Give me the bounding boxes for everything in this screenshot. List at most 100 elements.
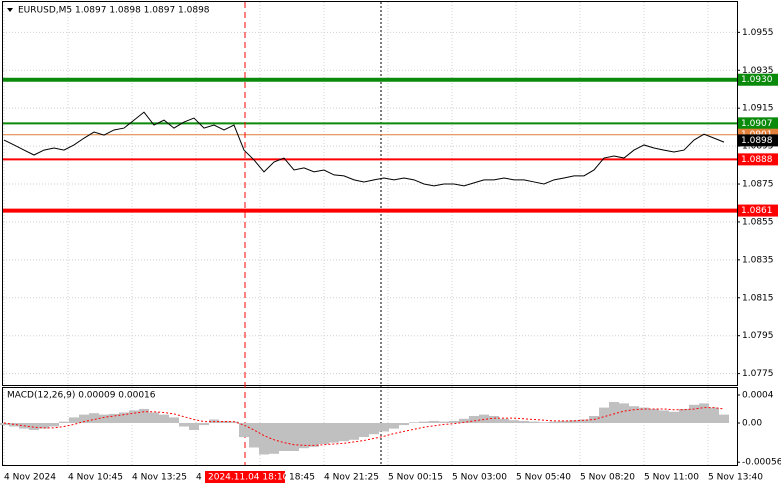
macd-bar	[469, 416, 479, 423]
macd-bar	[569, 420, 579, 423]
macd-bar	[479, 414, 489, 423]
macd-bar	[409, 422, 419, 423]
macd-bar	[659, 410, 669, 423]
macd-bar	[389, 423, 399, 429]
main-panel	[2, 1, 738, 386]
macd-bar	[169, 417, 179, 423]
y-tick-label: 1.0895	[742, 142, 774, 152]
macd-bar	[239, 423, 249, 437]
macd-bar	[629, 406, 639, 423]
y-tick-label: 1.0795	[742, 331, 774, 341]
level-label: 1.0861	[741, 206, 773, 216]
macd-bar	[549, 421, 559, 423]
y-tick-label: 0.00	[742, 419, 762, 429]
y-tick-label: 1.0855	[742, 217, 774, 227]
macd-bar	[309, 423, 319, 447]
y-tick-label: 1.0775	[742, 369, 774, 379]
y-tick-label: -0.00056	[742, 458, 781, 468]
macd-bar	[159, 414, 169, 423]
macd-bar	[349, 423, 359, 440]
macd-bar	[49, 423, 59, 427]
macd-bar	[219, 420, 229, 423]
macd-bar	[29, 423, 39, 430]
level-label-box	[738, 153, 778, 166]
macd-bar	[199, 423, 209, 426]
y-tick-label: 1.0915	[742, 104, 774, 114]
macd-bar	[539, 422, 549, 423]
level-label-box	[738, 73, 778, 86]
level-label-box	[738, 204, 778, 217]
price-line	[3, 111, 725, 187]
y-tick-label: 0.0004	[742, 391, 774, 401]
x-tick-label: 4 Nov 2024	[4, 473, 56, 483]
macd-bar	[709, 407, 719, 423]
macd-bar	[449, 420, 459, 423]
macd-bar	[529, 421, 539, 423]
macd-bar	[719, 414, 729, 423]
macd-signal	[3, 407, 725, 446]
y-tick-label: 1.0955	[742, 28, 774, 38]
x-tick-label: 4 Nov 18:45	[260, 473, 315, 483]
macd-bar	[89, 413, 99, 423]
y-tick-label: 1.0875	[742, 180, 774, 190]
menu-arrow	[7, 8, 13, 12]
macd-bar	[129, 410, 139, 423]
macd-bar	[429, 420, 439, 423]
macd-bar	[59, 421, 69, 423]
y-tick-label: 1.0835	[742, 255, 774, 265]
macd-bar	[399, 423, 409, 426]
macd-bar	[599, 407, 609, 423]
macd-bar	[69, 417, 79, 423]
last-price-box	[738, 134, 778, 147]
macd-bar	[249, 423, 259, 448]
macd-bar	[0, 423, 9, 426]
macd-bar	[39, 423, 49, 429]
macd-bar	[79, 414, 89, 423]
time-marker-box	[205, 471, 285, 483]
macd-bar	[279, 423, 289, 451]
last-price-label: 1.0898	[741, 136, 773, 146]
macd-bar	[639, 407, 649, 423]
macd-bar	[359, 423, 369, 437]
y-tick-label: 1.0815	[742, 293, 774, 303]
macd-bar	[289, 423, 299, 451]
x-tick-label: 5 Nov 11:00	[644, 473, 699, 483]
macd-bar	[519, 420, 529, 423]
macd-title: MACD(12,26,9) 0.00009 0.00016	[7, 391, 156, 401]
x-tick-label: 5 Nov 03:00	[452, 473, 507, 483]
macd-panel	[2, 387, 738, 466]
x-tick-label: 5 Nov 13:40	[708, 473, 763, 483]
macd-bar	[149, 412, 159, 423]
macd-bar	[269, 423, 279, 454]
level-label: 1.0888	[741, 155, 773, 165]
macd-bar	[369, 423, 379, 435]
macd-bar	[9, 423, 19, 427]
macd-bar	[179, 423, 189, 427]
macd-bar	[299, 423, 309, 449]
macd-bar	[689, 404, 699, 423]
chart-title: EURUSD,M5 1.0897 1.0898 1.0897 1.0898	[18, 6, 210, 16]
macd-bar	[119, 412, 129, 423]
macd-bar	[319, 423, 329, 444]
x-tick-label: 5 Nov 05:40	[516, 473, 571, 483]
time-marker-label: 2024.11.04 18:10	[208, 473, 289, 483]
macd-bar	[379, 423, 389, 432]
macd-bar	[699, 403, 709, 423]
level-label: 1.0907	[741, 119, 773, 129]
x-tick-label: 4 Nov 10:45	[68, 473, 123, 483]
x-tick-label: 4 Nov 21:25	[324, 473, 379, 483]
macd-bar	[679, 409, 689, 423]
x-tick-label: 5 Nov 08:20	[580, 473, 635, 483]
level-label: 1.0930	[741, 75, 773, 85]
macd-bar	[339, 423, 349, 442]
macd-bar	[439, 421, 449, 423]
macd-bar	[329, 423, 339, 443]
x-tick-label: 4 Nov 13:25	[132, 473, 187, 483]
macd-bar	[99, 414, 109, 423]
macd-bar	[419, 421, 429, 423]
macd-bar	[669, 411, 679, 423]
macd-bar	[109, 413, 119, 423]
macd-bar	[499, 418, 509, 423]
